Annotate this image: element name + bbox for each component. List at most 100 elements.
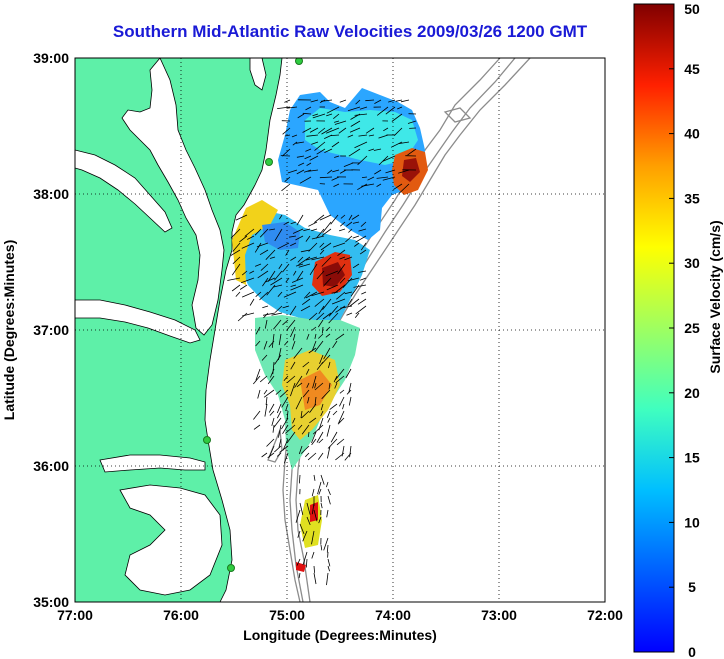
velocity-vector <box>319 214 332 221</box>
velocity-vector <box>311 502 315 515</box>
velocity-vector <box>355 235 367 243</box>
velocity-vector <box>310 99 319 103</box>
velocity-vector <box>345 368 352 379</box>
velocity-vector <box>346 389 352 395</box>
velocity-vector <box>283 221 290 226</box>
velocity-vector <box>295 263 304 267</box>
velocity-vector <box>307 396 310 404</box>
velocity-vector <box>284 134 291 137</box>
velocity-patch-west-blue <box>262 222 300 250</box>
velocity-vector <box>314 298 325 307</box>
velocity-vector <box>302 112 312 115</box>
velocity-vector <box>256 242 269 248</box>
velocity-vector <box>318 516 322 524</box>
velocity-vector <box>257 270 269 279</box>
velocity-vector <box>254 242 262 253</box>
albemarle-sound <box>99 454 206 473</box>
velocity-vector <box>395 99 403 102</box>
velocity-vector <box>327 445 331 459</box>
velocity-vector <box>279 445 289 453</box>
velocity-vector <box>241 291 255 298</box>
velocity-vector <box>336 438 345 446</box>
velocity-vector <box>317 452 324 460</box>
velocity-vector <box>300 249 311 253</box>
velocity-vector <box>321 326 324 334</box>
velocity-vector <box>326 106 340 114</box>
velocity-vector <box>296 155 305 158</box>
potomac-river <box>75 149 173 233</box>
velocity-vector <box>324 134 333 139</box>
velocity-vector <box>239 235 248 243</box>
velocity-vector <box>311 340 317 352</box>
velocity-vector <box>327 488 331 496</box>
velocity-vector <box>285 277 290 283</box>
velocity-vector <box>295 235 304 241</box>
velocity-vector <box>269 256 276 259</box>
velocity-vector <box>285 403 289 412</box>
velocity-vector <box>355 305 367 315</box>
velocity-vector <box>399 183 410 194</box>
colorbar-tick-label: 0 <box>688 644 696 659</box>
velocity-vector <box>271 417 275 426</box>
velocity-vector <box>276 403 282 414</box>
velocity-vector <box>312 113 319 117</box>
velocity-vector <box>314 214 325 223</box>
velocity-vector <box>230 228 241 239</box>
velocity-vector <box>319 176 333 179</box>
velocity-vector <box>286 106 298 109</box>
velocity-vector <box>358 228 367 232</box>
velocity-vector <box>347 106 361 112</box>
x-tick-label: 76:00 <box>163 607 199 623</box>
velocity-vector <box>382 176 396 181</box>
delaware-bay <box>249 58 267 91</box>
velocity-vector <box>290 284 304 291</box>
velocity-vector <box>345 235 353 243</box>
velocity-vector <box>349 127 361 133</box>
velocity-vector <box>307 169 319 172</box>
velocity-vector <box>267 270 276 282</box>
velocity-vector <box>274 228 283 242</box>
velocity-vector <box>321 256 332 267</box>
velocity-vector <box>255 326 261 335</box>
velocity-vector <box>311 488 315 497</box>
velocity-vector <box>262 277 269 287</box>
velocity-vector <box>232 256 241 265</box>
velocity-vector <box>321 228 332 236</box>
velocity-vector <box>337 249 346 257</box>
velocity-vector <box>316 431 324 443</box>
velocity-vector <box>261 452 268 458</box>
velocity-vector <box>281 183 291 192</box>
velocity-vector <box>295 396 303 410</box>
velocity-vector <box>314 340 324 353</box>
velocity-vector <box>376 176 389 179</box>
velocity-vector <box>231 263 241 276</box>
velocity-vector <box>301 298 311 306</box>
velocity-vector <box>314 333 317 339</box>
velocity-vector <box>259 375 268 383</box>
y-tick-label: 39:00 <box>33 50 69 66</box>
velocity-vector <box>290 242 297 247</box>
velocity-vector <box>267 375 275 385</box>
velocity-vector <box>303 169 312 173</box>
velocity-vector <box>326 544 329 553</box>
velocity-vector <box>374 169 382 175</box>
y-tick-label: 37:00 <box>33 322 69 338</box>
velocity-vector <box>300 305 311 312</box>
velocity-vector <box>302 127 312 133</box>
velocity-vector <box>249 298 255 306</box>
velocity-vector <box>306 502 311 515</box>
velocity-vector <box>328 361 331 369</box>
velocity-vector <box>316 148 326 155</box>
velocity-vector <box>367 176 375 181</box>
velocity-vector <box>231 284 241 292</box>
velocity-vector <box>344 452 352 461</box>
velocity-vector <box>314 396 317 406</box>
velocity-vector <box>340 214 346 219</box>
velocity-vector <box>309 155 319 161</box>
velocity-vector <box>320 410 324 417</box>
velocity-vector <box>325 127 340 134</box>
velocity-vector <box>293 270 297 276</box>
velocity-vector <box>315 228 325 239</box>
velocity-vector <box>307 452 317 461</box>
velocity-vector <box>357 298 367 305</box>
